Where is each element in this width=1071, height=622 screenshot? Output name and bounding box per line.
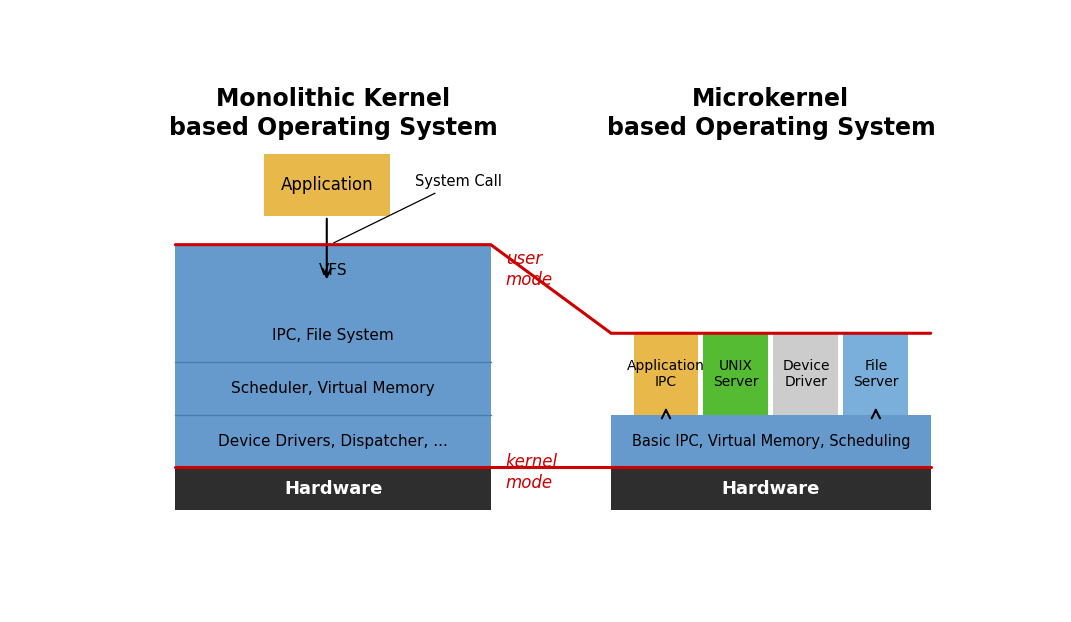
Text: VFS: VFS: [319, 263, 347, 278]
Text: Device
Driver: Device Driver: [782, 359, 830, 389]
Text: Device Drivers, Dispatcher, ...: Device Drivers, Dispatcher, ...: [218, 434, 448, 448]
Text: Scheduler, Virtual Memory: Scheduler, Virtual Memory: [231, 381, 435, 396]
Bar: [176, 362, 491, 415]
Bar: [263, 154, 390, 216]
Bar: [612, 467, 931, 511]
Text: Application
IPC: Application IPC: [627, 359, 705, 389]
Text: System Call: System Call: [333, 174, 502, 243]
Text: UNIX
Server: UNIX Server: [713, 359, 758, 389]
Bar: [176, 309, 491, 362]
Bar: [843, 333, 908, 415]
Text: Microkernel
based Operating System: Microkernel based Operating System: [606, 86, 935, 141]
Bar: [176, 415, 491, 467]
Text: Hardware: Hardware: [284, 480, 382, 498]
Bar: [176, 244, 491, 467]
Text: kernel
mode: kernel mode: [506, 453, 558, 491]
Text: Monolithic Kernel
based Operating System: Monolithic Kernel based Operating System: [169, 86, 497, 141]
Bar: [704, 333, 768, 415]
Text: File
Server: File Server: [854, 359, 899, 389]
Bar: [634, 333, 698, 415]
Text: Application: Application: [281, 176, 373, 194]
Bar: [176, 467, 491, 511]
Text: IPC, File System: IPC, File System: [272, 328, 394, 343]
Text: Basic IPC, Virtual Memory, Scheduling: Basic IPC, Virtual Memory, Scheduling: [632, 434, 910, 448]
Bar: [612, 415, 931, 467]
Text: user
mode: user mode: [506, 251, 553, 289]
Text: Hardware: Hardware: [722, 480, 820, 498]
Bar: [176, 244, 491, 309]
Bar: [773, 333, 839, 415]
